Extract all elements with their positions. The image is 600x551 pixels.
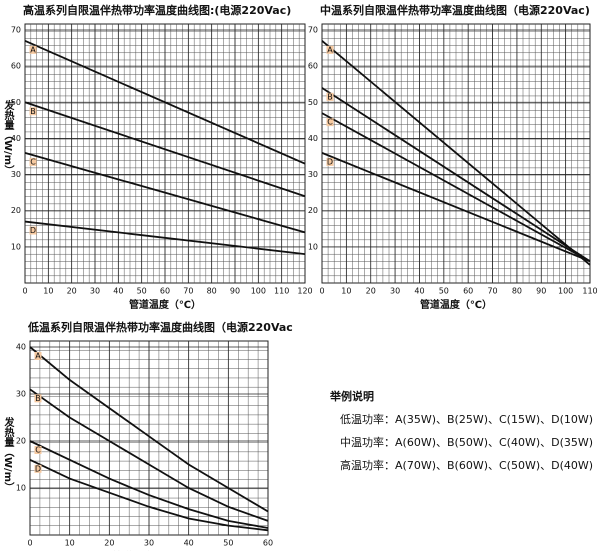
series-marker	[34, 352, 42, 360]
y-tick-label: 10	[11, 242, 21, 251]
x-tick-label: 10	[65, 539, 75, 548]
x-tick-label: 90	[230, 287, 240, 296]
x-tick-label: 10	[43, 287, 53, 296]
x-tick-label: 70	[183, 287, 193, 296]
series-line	[321, 152, 591, 263]
series-label: B	[327, 92, 333, 101]
y-tick-label: 10	[308, 242, 318, 251]
series-line	[24, 152, 306, 234]
series-marker	[326, 118, 334, 127]
y-tick-label: 10	[16, 484, 26, 493]
series-marker	[29, 45, 37, 54]
y-tick-label: 40	[11, 134, 21, 143]
series-label: B	[30, 107, 36, 116]
y-tick-label: 30	[308, 170, 318, 179]
y-tick-label: 20	[11, 206, 21, 215]
x-tick-label: 40	[414, 287, 424, 296]
series-marker	[326, 157, 334, 166]
x-tick-label: 40	[113, 287, 123, 296]
series-label: A	[327, 45, 333, 54]
note-line: 低温功率：A(35W)、B(25W)、C(15W)、D(10W)	[340, 412, 593, 426]
x-tick-label: 10	[341, 287, 351, 296]
y-tick-label: 70	[308, 26, 318, 35]
x-tick-label: 20	[366, 287, 376, 296]
chart-title: 低温系列自限温伴热带功率温度曲线图（电源220Vac	[27, 320, 293, 334]
series-line	[321, 40, 591, 266]
y-tick-label: 60	[308, 62, 318, 71]
y-tick-label: 20	[308, 206, 318, 215]
x-tick-label: 60	[160, 287, 170, 296]
series-marker	[29, 157, 37, 166]
series-marker	[29, 226, 37, 235]
y-tick-label: 70	[11, 26, 21, 35]
series-line	[24, 40, 306, 165]
x-tick-label: 100	[558, 287, 573, 296]
series-line	[29, 388, 269, 522]
x-tick-label: 0	[27, 539, 32, 548]
series-line	[29, 458, 269, 532]
x-tick-label: 50	[223, 539, 233, 548]
series-label: D	[30, 226, 36, 235]
x-tick-label: 110	[582, 287, 597, 296]
x-tick-label: 30	[144, 539, 154, 548]
y-axis-label: 发热量（W/m）	[2, 99, 15, 175]
x-tick-label: 20	[104, 539, 114, 548]
note-line: 中温功率：A(60W)、B(50W)、C(40W)、D(35W)	[340, 435, 593, 449]
series-line	[29, 440, 269, 529]
series-label: D	[35, 464, 41, 473]
series-line	[29, 346, 269, 513]
y-tick-label: 40	[16, 343, 26, 352]
series-label: B	[35, 394, 41, 403]
y-tick-label: 20	[16, 437, 26, 446]
series-line	[24, 101, 306, 198]
x-tick-label: 120	[297, 287, 312, 296]
series-marker	[326, 92, 334, 101]
y-tick-label: 60	[11, 62, 21, 71]
y-tick-label: 30	[11, 170, 21, 179]
x-axis-label: 管道温度（℃）	[129, 298, 201, 311]
x-tick-label: 90	[536, 287, 546, 296]
note-line: 高温功率：A(70W)、B(60W)、C(50W)、D(40W)	[340, 458, 593, 472]
chart-title: 中温系列自限温伴热带功率温度曲线图（电源220Vac)	[320, 3, 590, 17]
x-tick-label: 80	[207, 287, 217, 296]
series-line	[321, 112, 591, 263]
x-tick-label: 110	[274, 287, 289, 296]
series-line	[24, 220, 306, 255]
series-marker	[34, 394, 42, 403]
series-line	[321, 87, 591, 263]
series-marker	[34, 446, 42, 454]
x-tick-label: 0	[319, 287, 324, 296]
chart-title: 高温系列自限温伴热带功率温度曲线图:(电源220Vac)	[23, 3, 291, 17]
series-marker	[29, 107, 37, 116]
x-tick-label: 60	[463, 287, 473, 296]
series-label: A	[30, 45, 36, 54]
x-tick-label: 100	[251, 287, 266, 296]
y-axis-label: 发热量（W/m）	[2, 416, 15, 492]
x-tick-label: 0	[22, 287, 27, 296]
y-tick-label: 50	[308, 98, 318, 107]
series-label: C	[35, 446, 41, 455]
y-tick-label: 30	[16, 390, 26, 399]
x-tick-label: 50	[137, 287, 147, 296]
y-tick-label: 40	[308, 134, 318, 143]
x-tick-label: 30	[90, 287, 100, 296]
x-tick-label: 50	[439, 287, 449, 296]
x-tick-label: 60	[263, 539, 273, 548]
x-tick-label: 70	[487, 287, 497, 296]
x-tick-label: 80	[512, 287, 522, 296]
x-axis-label: 管道温度（℃）	[420, 298, 492, 311]
series-label: A	[35, 352, 41, 361]
series-label: C	[30, 157, 36, 166]
y-tick-label: 50	[11, 98, 21, 107]
series-marker	[34, 464, 42, 473]
x-tick-label: 40	[184, 539, 194, 548]
series-label: C	[327, 118, 333, 127]
x-tick-label: 20	[67, 287, 77, 296]
series-label: D	[327, 157, 333, 166]
series-marker	[326, 45, 334, 54]
note-title: 举例说明	[329, 389, 374, 403]
x-tick-label: 30	[390, 287, 400, 296]
